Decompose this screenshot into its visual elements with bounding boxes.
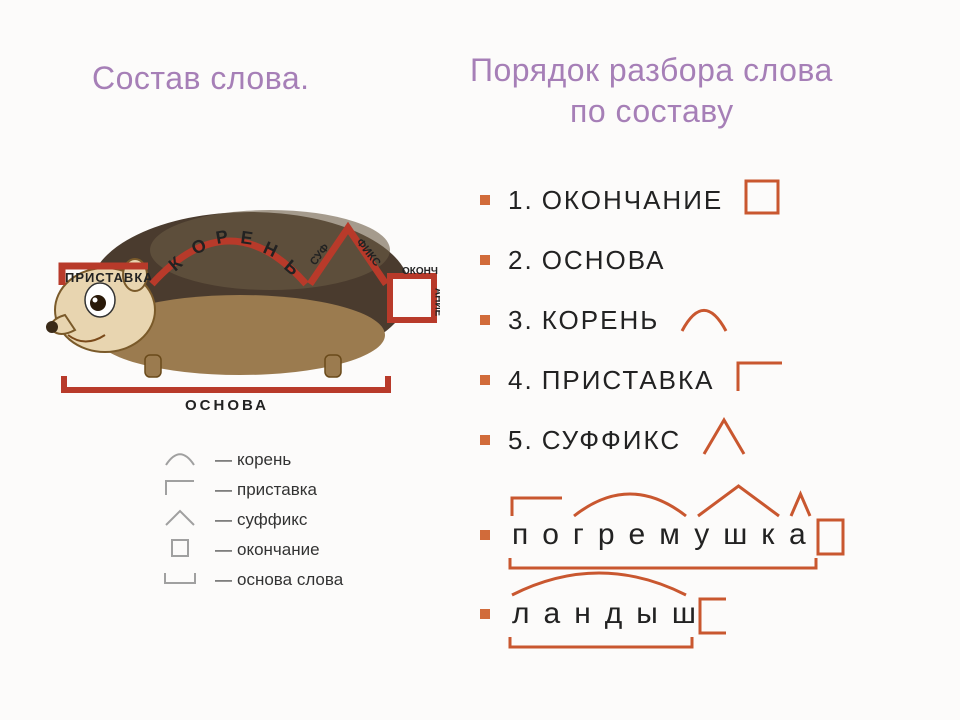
root-icon [160, 449, 200, 472]
list-item-label: ПРИСТАВКА [542, 365, 715, 396]
legend-row-root: —корень [160, 445, 343, 475]
list-item-5: 5. СУФФИКС [480, 410, 785, 470]
legend-dash: — [215, 450, 232, 470]
word-examples: погремушка ландыш [480, 498, 820, 676]
example-1: погремушка [480, 518, 820, 552]
legend-label: окончание [237, 540, 320, 560]
ending-icon [160, 538, 200, 563]
bullet-icon [480, 315, 490, 325]
list-item-number: 5. [508, 425, 534, 456]
svg-text:ОКОНЧ: ОКОНЧ [402, 266, 438, 277]
list-item-number: 4. [508, 365, 534, 396]
analysis-order-list: 1. ОКОНЧАНИЕ 2. ОСНОВА 3. КОРЕНЬ 4. ПРИСТАВКА 5.… [480, 170, 785, 470]
list-item-label: ОКОНЧАНИЕ [542, 185, 724, 216]
list-item-label: СУФФИКС [542, 425, 681, 456]
heading-right-line1: Порядок разбора слова [470, 52, 833, 89]
bullet-icon [480, 375, 490, 385]
prefix-icon [735, 360, 785, 401]
example-word: погремушка [512, 518, 820, 552]
legend-label: приставка [237, 480, 317, 500]
list-item-1: 1. ОКОНЧАНИЕ [480, 170, 785, 230]
legend-row-prefix: —приставка [160, 475, 343, 505]
list-item-number: 1. [508, 185, 534, 216]
list-item-2: 2. ОСНОВА [480, 230, 785, 290]
suffix-icon [160, 509, 200, 532]
legend-label: суффикс [237, 510, 307, 530]
list-item-label: ОСНОВА [542, 245, 666, 276]
heading-left: Состав слова. [92, 60, 310, 97]
morpheme-legend: —корень—приставка—суффикс—окончание—осно… [160, 445, 343, 595]
legend-dash: — [215, 510, 232, 530]
svg-text:ПРИСТАВКА: ПРИСТАВКА [65, 270, 154, 285]
list-item-label: КОРЕНЬ [542, 305, 660, 336]
heading-right-line2: по составу [570, 93, 734, 130]
list-item-4: 4. ПРИСТАВКА [480, 350, 785, 410]
hedgehog-diagram: ПРИСТАВКАКОРЕНЬСУФФИКСОКОНЧАНИЕОСНОВА [40, 180, 440, 420]
legend-row-suffix: —суффикс [160, 505, 343, 535]
legend-row-ending: —окончание [160, 535, 343, 565]
bullet-icon [480, 195, 490, 205]
list-item-number: 3. [508, 305, 534, 336]
legend-dash: — [215, 480, 232, 500]
bullet-icon [480, 255, 490, 265]
svg-text:АНИЕ: АНИЕ [433, 288, 441, 317]
ending-icon [743, 178, 781, 223]
base-icon [160, 570, 200, 590]
legend-label: основа слова [237, 570, 343, 590]
svg-text:ОСНОВА: ОСНОВА [185, 397, 269, 414]
example-word: ландыш [512, 597, 710, 631]
page: Состав слова. Порядок разбора слова по с… [0, 0, 960, 720]
suffix-icon [701, 417, 747, 464]
prefix-icon [160, 479, 200, 502]
bullet-icon [480, 530, 490, 540]
list-item-number: 2. [508, 245, 534, 276]
root-icon [679, 300, 729, 341]
legend-label: корень [237, 450, 291, 470]
legend-dash: — [215, 540, 232, 560]
list-item-3: 3. КОРЕНЬ [480, 290, 785, 350]
legend-row-base: —основа слова [160, 565, 343, 595]
bullet-icon [480, 435, 490, 445]
legend-dash: — [215, 570, 232, 590]
bullet-icon [480, 609, 490, 619]
example-2: ландыш [480, 597, 820, 631]
